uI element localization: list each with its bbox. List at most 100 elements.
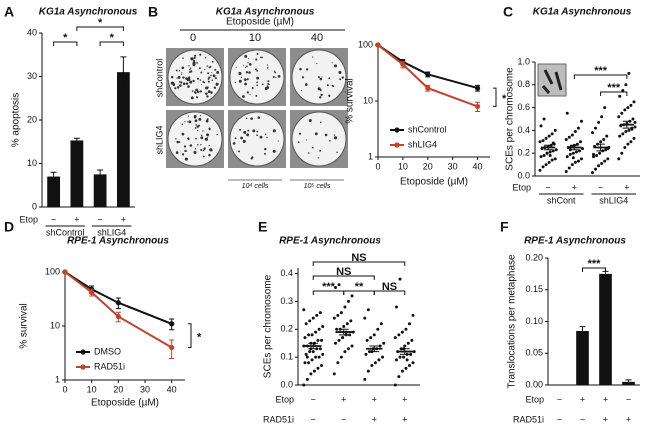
panel-title: KG1a Asynchronous [533,7,632,18]
row-sign: − [580,414,585,424]
colony [204,68,206,71]
data-point [316,338,320,342]
y-axis-label: % survival [19,303,30,349]
series-point [62,269,68,275]
colony [211,72,213,74]
colony [206,133,210,137]
colony [299,67,302,71]
group-label: shLIG4 [97,227,126,237]
data-point [351,330,355,334]
data-point [311,316,315,320]
colony [248,58,250,60]
data-point [310,333,314,337]
data-point [577,149,581,153]
data-point [410,338,414,342]
data-point [621,89,625,92]
colony [256,130,259,133]
legend-marker [80,349,86,355]
colony [246,65,248,68]
plate-row-label: shLIG4 [154,125,164,154]
colony [182,76,185,79]
data-point [400,330,404,334]
significance-label: * [110,32,115,44]
colony [170,81,174,85]
data-point [308,319,312,323]
data-point [397,375,401,379]
data-point [632,136,636,140]
x-tick-label: 10 [87,384,97,394]
data-point [336,361,340,365]
row-sign: − [51,214,56,224]
y-tick-label: 0.8 [517,79,530,89]
significance-label: NS [351,252,366,264]
data-point [576,126,580,130]
data-point [366,308,370,312]
colony [184,149,187,153]
x-tick-label: 40 [167,384,177,394]
data-point [551,149,555,153]
panel-letter: E [258,219,267,235]
significance-label: * [98,17,103,29]
colony [203,155,205,158]
y-axis-label: SCEs per chromosome [505,67,516,171]
data-point [576,159,580,163]
y-tick-label: 0.20 [525,252,543,262]
panel-letter: B [148,4,158,20]
colony [320,93,323,97]
data-point [377,358,381,362]
data-point [405,358,409,362]
colony [214,77,217,80]
data-point [305,355,309,359]
data-point [337,338,341,342]
colony [333,136,338,140]
x-tick-label: 30 [140,384,150,394]
colony [339,78,342,81]
y-tick-label: 0.0 [280,379,293,389]
row-label: Etop [19,214,38,224]
colony [199,79,202,81]
bar [47,176,61,207]
data-point [538,140,542,144]
colony [252,129,256,133]
colony [248,71,251,74]
colony [235,66,237,68]
colony [261,83,264,86]
colony [200,144,202,146]
colony [197,90,200,93]
colony [246,117,248,119]
data-point [592,155,596,159]
data-point [550,158,554,162]
colony [179,84,182,87]
data-point [339,355,343,359]
colony [238,150,241,153]
colony [194,127,197,129]
colony [239,128,242,131]
data-point [393,383,397,387]
colony [190,96,194,100]
y-tick-label: 0.00 [525,379,543,389]
data-point [597,164,601,168]
data-point [623,146,627,149]
colony [192,61,196,65]
data-point [364,352,368,356]
data-point [310,358,314,362]
data-point [376,327,380,331]
bar [576,331,589,385]
series-line [377,44,478,90]
row-sign: + [74,214,79,224]
data-point [339,311,343,315]
row-sign: − [341,414,346,424]
colony [243,78,247,81]
y-tick-label: 0.2 [280,324,293,334]
colony [193,150,197,154]
data-point [620,151,624,155]
colony [200,148,203,151]
colony [274,71,277,74]
significance-label: * [63,32,68,44]
colony [264,147,267,151]
legend-label: shControl [408,124,447,134]
colony [208,153,211,157]
data-point [336,313,340,317]
significance-label: *** [607,82,621,94]
data-point [603,106,607,110]
